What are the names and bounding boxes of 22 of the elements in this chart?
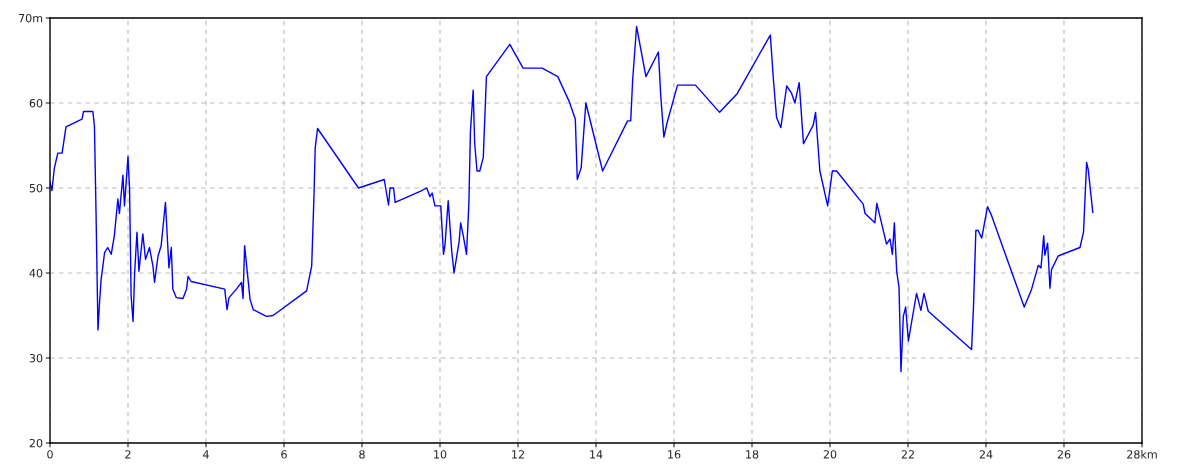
- y-tick-label: 60: [29, 98, 43, 108]
- x-tick-label: 8: [359, 450, 365, 459]
- x-tick-label: 14: [590, 450, 603, 459]
- x-tick-label: 10: [434, 450, 447, 459]
- x-tick-label: 26: [1057, 450, 1071, 459]
- y-tick-label: 70m: [19, 13, 43, 23]
- x-tick-label: 28km: [1127, 449, 1157, 459]
- x-tick-label: 12: [512, 450, 524, 459]
- y-tick-label: 40: [29, 268, 43, 278]
- x-tick-label: 20: [823, 450, 837, 459]
- x-tick-label: 6: [281, 450, 287, 459]
- x-tick-label: 4: [203, 450, 209, 459]
- line-series: [50, 25, 1094, 373]
- x-tick-label: 24: [979, 450, 993, 459]
- x-tick-label: 22: [901, 450, 914, 459]
- x-tick-label: 0: [47, 450, 53, 459]
- y-tick-label: 30: [29, 353, 43, 363]
- x-tick-label: 18: [746, 450, 759, 459]
- y-tick-label: 50: [29, 183, 43, 193]
- x-tick-label: 16: [668, 450, 681, 459]
- y-tick-label: 20: [29, 438, 43, 448]
- x-tick-label: 2: [125, 450, 131, 459]
